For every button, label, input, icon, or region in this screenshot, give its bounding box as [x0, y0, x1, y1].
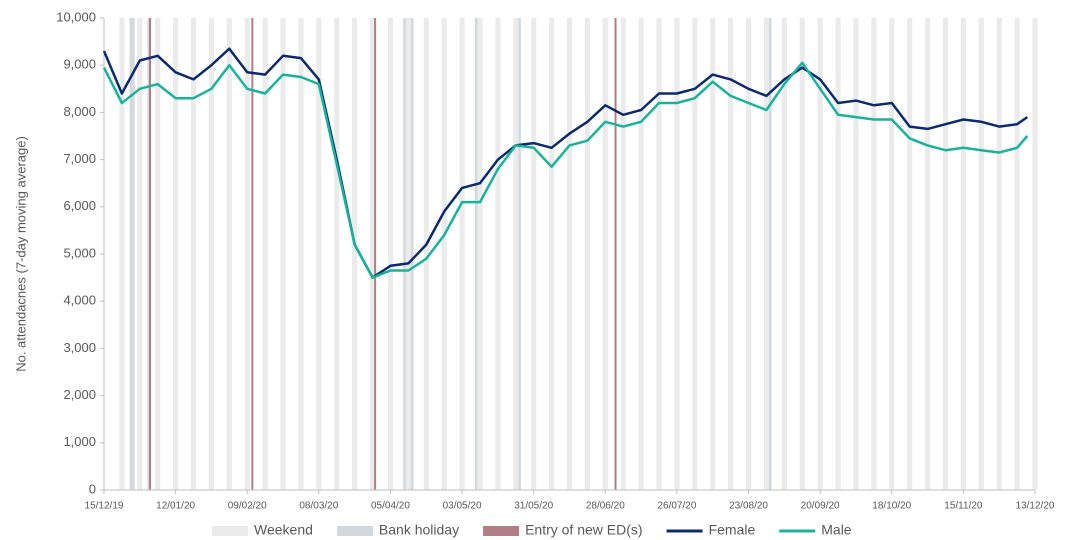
weekend-band: [513, 18, 519, 490]
weekend-band: [620, 18, 626, 490]
weekend-band: [190, 18, 197, 490]
weekend-band: [531, 18, 537, 490]
y-tick-label: 3,000: [63, 340, 96, 355]
weekend-band: [692, 18, 698, 490]
y-axis-label: No. attendacnes (7-day moving average): [13, 136, 28, 372]
y-tick-label: 4,000: [63, 293, 96, 308]
x-tick-label: 15/12/19: [85, 501, 124, 512]
x-tick-label: 18/10/20: [872, 501, 911, 512]
weekend-band: [280, 18, 286, 490]
weekend-band: [298, 18, 304, 490]
bank-holiday-band: [132, 18, 135, 490]
weekend-band: [208, 18, 214, 490]
bank-holiday-band: [403, 18, 406, 490]
legend-swatch: [336, 526, 373, 536]
series-line: [102, 47, 1029, 279]
y-tick-label: 0: [89, 481, 96, 496]
weekend-band: [889, 18, 895, 490]
weekend-band: [638, 18, 644, 490]
weekend-band: [799, 18, 805, 490]
legend-swatch: [483, 526, 520, 536]
legend-label: Weekend: [254, 522, 313, 538]
weekend-band: [173, 18, 179, 490]
y-tick-label: 9,000: [63, 57, 96, 72]
weekend-band: [495, 18, 501, 490]
weekend-band: [1032, 18, 1038, 490]
weekend-band: [549, 18, 555, 490]
weekend-band: [978, 18, 984, 490]
weekend-band: [584, 18, 590, 490]
weekend-band: [441, 18, 447, 490]
weekend-band: [674, 18, 680, 490]
bank-holiday-band: [147, 18, 151, 490]
y-tick-label: 2,000: [63, 387, 96, 402]
weekend-band: [781, 18, 787, 490]
x-tick-label: 23/08/20: [729, 501, 768, 512]
y-tick-label: 5,000: [63, 245, 96, 260]
legend-swatch: [212, 526, 248, 536]
weekend-band: [656, 18, 662, 490]
legend-label: Male: [821, 522, 852, 538]
weekend-band: [370, 18, 376, 490]
bank-holiday-band: [129, 18, 133, 490]
weekend-band: [352, 18, 358, 490]
weekend-band: [1014, 18, 1020, 490]
weekend-band: [155, 18, 161, 490]
x-tick-label: 20/09/20: [801, 501, 840, 512]
weekend-band: [925, 18, 931, 490]
weekend-band: [387, 18, 394, 490]
weekend-band: [602, 18, 608, 490]
weekend-band: [960, 18, 966, 490]
weekend-band: [835, 18, 841, 490]
bank-holiday-band: [518, 18, 521, 490]
weekend-band: [334, 18, 340, 490]
weekend-band: [477, 18, 483, 490]
weekend-band: [459, 18, 465, 490]
weekend-band: [137, 18, 143, 490]
x-tick-label: 28/06/20: [586, 501, 625, 512]
y-tick-label: 7,000: [63, 151, 96, 166]
weekend-band: [763, 18, 769, 490]
weekend-band: [244, 18, 250, 490]
weekend-band: [942, 18, 949, 490]
weekend-band: [853, 18, 859, 490]
x-tick-label: 13/12/20: [1016, 501, 1055, 512]
bank-holiday-band: [410, 18, 414, 490]
weekend-band: [405, 18, 411, 490]
x-tick-label: 31/05/20: [514, 501, 553, 512]
series-line: [102, 61, 1029, 279]
weekend-band: [996, 18, 1002, 490]
y-tick-label: 8,000: [63, 104, 96, 119]
x-tick-label: 05/04/20: [371, 501, 410, 512]
weekend-band: [745, 18, 752, 490]
weekend-band: [316, 18, 322, 490]
x-tick-label: 12/01/20: [156, 501, 195, 512]
y-tick-label: 10,000: [56, 9, 96, 24]
x-tick-label: 26/07/20: [657, 501, 696, 512]
weekend-band: [119, 18, 125, 490]
weekend-band: [817, 18, 823, 490]
bank-holiday-band: [769, 18, 772, 490]
weekend-band: [262, 18, 268, 490]
weekend-band: [226, 18, 232, 490]
x-tick-label: 09/02/20: [228, 501, 267, 512]
y-tick-label: 1,000: [63, 434, 96, 449]
legend-label: Bank holiday: [379, 522, 459, 538]
weekend-band: [907, 18, 913, 490]
weekend-band: [710, 18, 716, 490]
weekend-band: [871, 18, 877, 490]
weekend-band: [566, 18, 573, 490]
y-tick-label: 6,000: [63, 198, 96, 213]
x-tick-label: 08/03/20: [299, 501, 338, 512]
weekend-band: [423, 18, 429, 490]
legend-label: Entry of new ED(s): [525, 522, 642, 538]
x-tick-label: 03/05/20: [443, 501, 482, 512]
legend-label: Female: [709, 522, 756, 538]
weekend-band: [728, 18, 734, 490]
bank-holiday-band: [474, 18, 478, 490]
x-tick-label: 15/11/20: [944, 501, 983, 512]
